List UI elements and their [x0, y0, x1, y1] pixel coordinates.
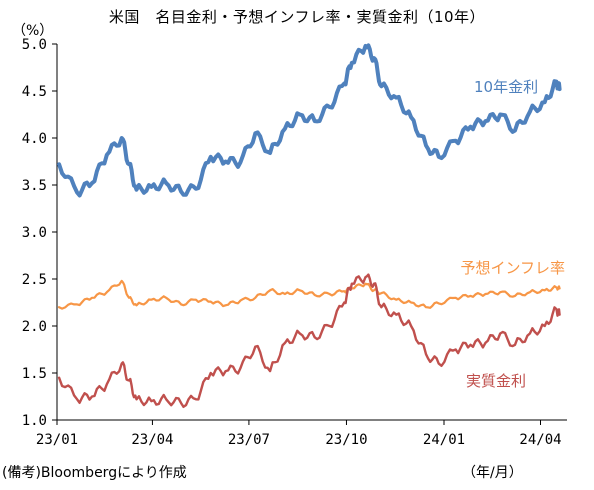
- x-tick-labels: 23/01 23/04 23/07 23/10 24/01 24/04: [36, 420, 562, 448]
- y-unit-label: （%）: [12, 23, 54, 39]
- x-tick-label: 23/10: [325, 432, 367, 448]
- y-tick-label: 4.0: [22, 131, 47, 147]
- y-tick-label: 1.0: [22, 413, 47, 429]
- series-line-2: [57, 273, 561, 408]
- source-note: (備考)Bloombergにより作成: [2, 465, 187, 481]
- series-label-2: 実質金利: [466, 372, 526, 390]
- x-tick-label: 24/01: [423, 432, 465, 448]
- x-tick-label: 23/07: [228, 432, 270, 448]
- y-tick-labels: 1.0 1.5 2.0 2.5 3.0 3.5 4.0 4.5 5.0: [22, 37, 57, 429]
- series-label-0: 10年金利: [474, 78, 538, 96]
- y-tick-label: 2.0: [22, 319, 47, 335]
- x-tick-label: 24/04: [519, 432, 561, 448]
- chart-title: 米国 名目金利・予想インフレ率・実質金利（10年）: [108, 8, 486, 26]
- y-tick-label: 1.5: [22, 366, 47, 382]
- line-chart: 1.01.52.02.53.03.54.04.55.0 23/01 23/04 23…: [22, 37, 567, 448]
- x-tick-label: 23/01: [36, 432, 78, 448]
- series-line-0: [57, 43, 562, 198]
- x-tick-label: 23/04: [131, 432, 173, 448]
- series-line-1: [58, 279, 561, 310]
- y-tick-label: 5.0: [22, 37, 47, 53]
- y-tick-label: 4.5: [22, 84, 47, 100]
- y-tick-label: 2.5: [22, 272, 47, 288]
- y-tick-label: 3.5: [22, 178, 47, 194]
- series-lines: [57, 43, 562, 408]
- y-tick-label: 3.0: [22, 225, 47, 241]
- x-unit-label: （年/月）: [462, 465, 523, 481]
- series-label-1: 予想インフレ率: [460, 259, 565, 277]
